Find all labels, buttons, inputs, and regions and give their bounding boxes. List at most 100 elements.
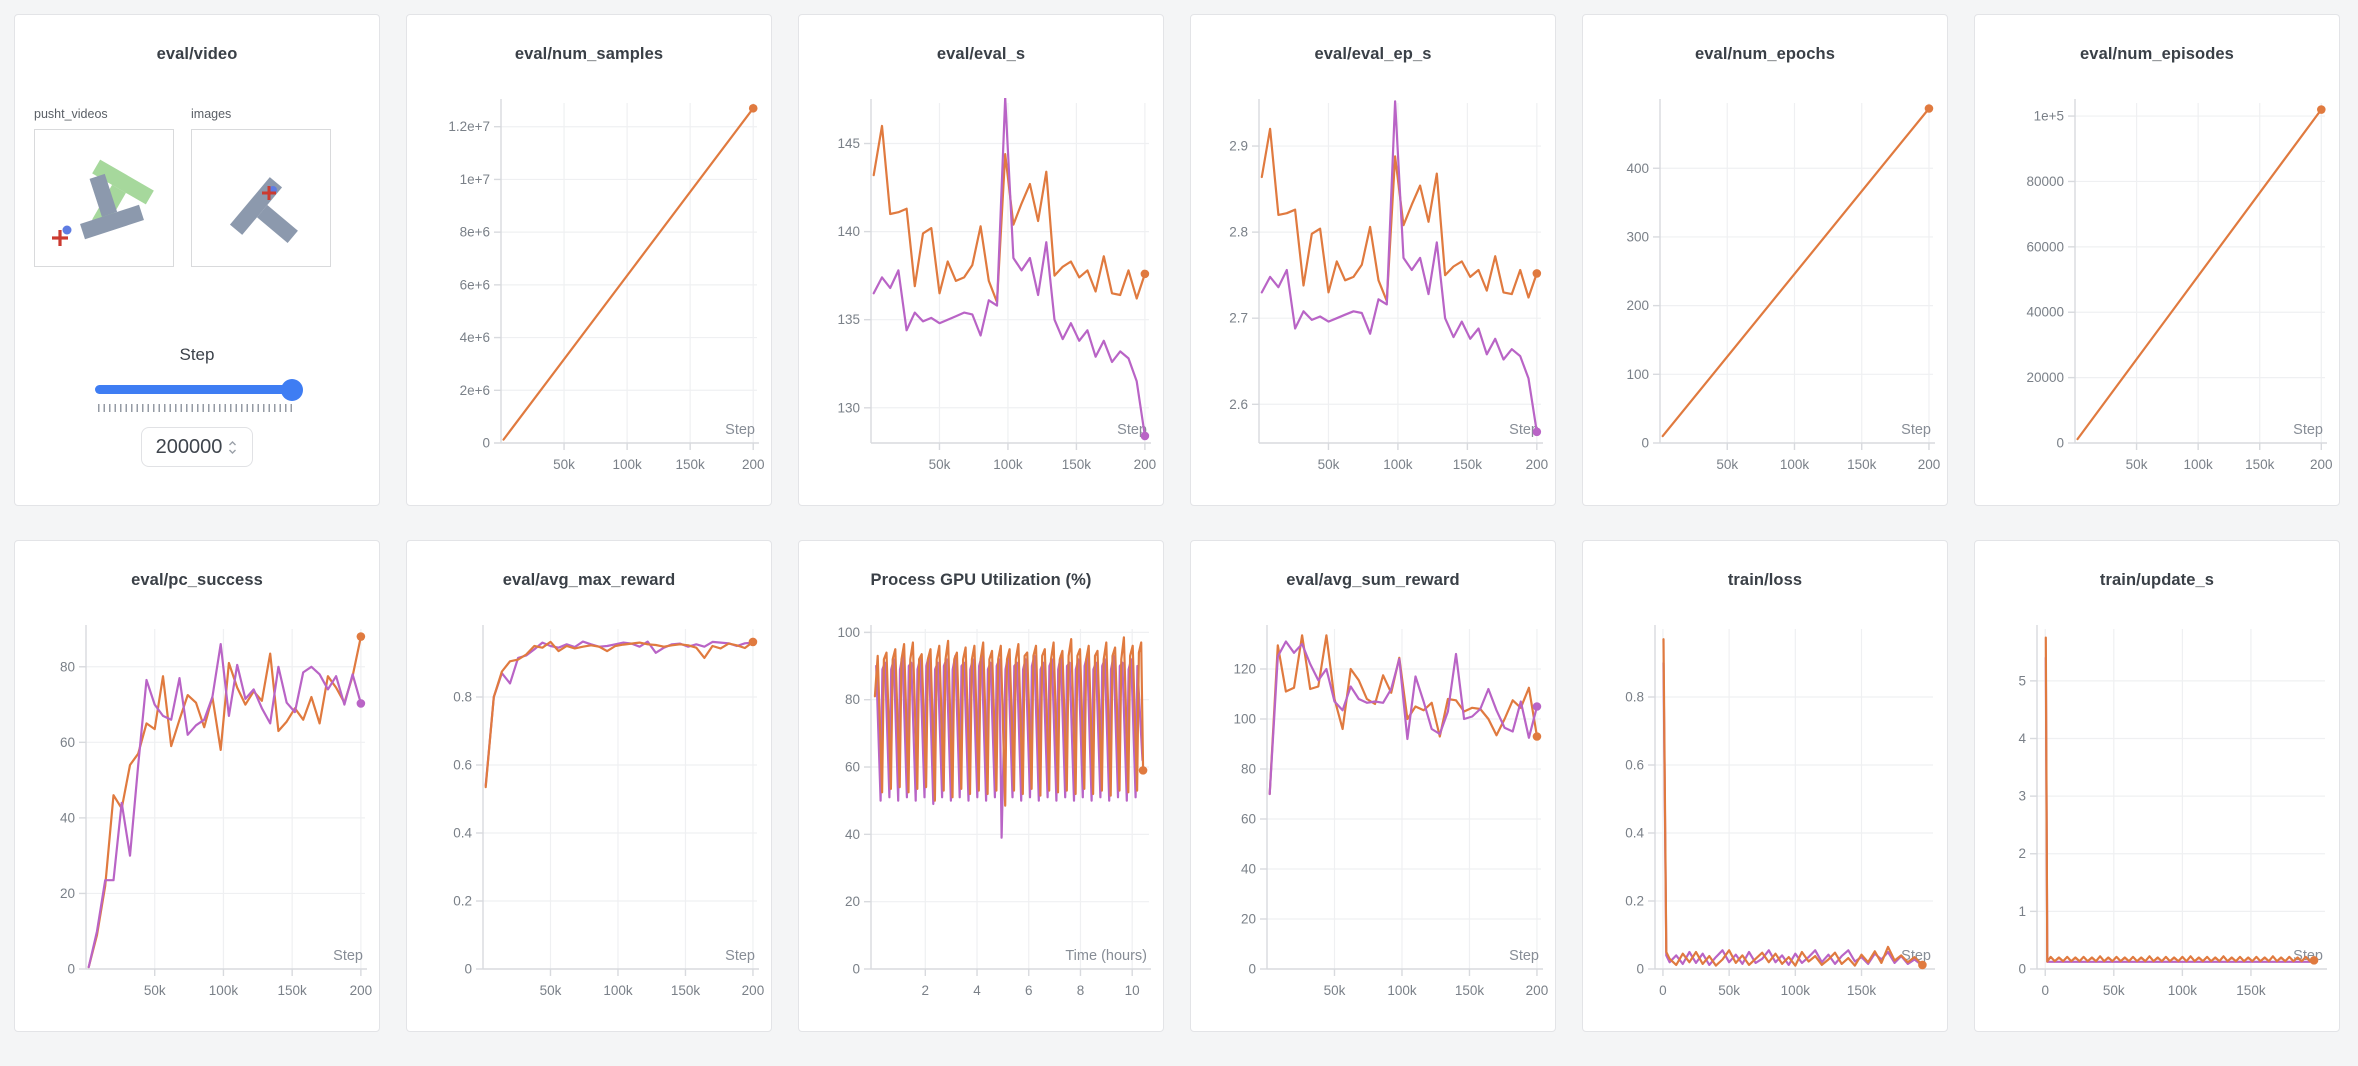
svg-text:100: 100: [1626, 367, 1649, 382]
chart-canvas-pc_success[interactable]: 50k 100k 150k 200 0 20 40 60 80 Step: [15, 603, 379, 1032]
step-value-input[interactable]: 200000: [141, 427, 253, 467]
svg-text:40: 40: [60, 810, 75, 825]
chart-canvas-num_samples[interactable]: 50k 100k 150k 200 0 2e+6 4e+6 6e+6 8e+6 1e+7 1.2e+…: [407, 77, 771, 506]
svg-text:100k: 100k: [209, 983, 239, 998]
chart-train-loss[interactable]: 0 50k 100k 150k 0 0.2 0.4 0.6 0.8 Step: [1583, 603, 1947, 1032]
svg-text:0.8: 0.8: [453, 690, 472, 705]
svg-text:0.4: 0.4: [453, 826, 472, 841]
svg-text:200: 200: [742, 457, 765, 472]
svg-text:100: 100: [837, 625, 860, 640]
image-thumbnail[interactable]: [191, 129, 331, 267]
svg-text:60: 60: [845, 760, 860, 775]
panel-train-loss[interactable]: train/loss 0 50k 100k 150k 0 0.2 0.4 0.6 0.8 Step: [1582, 540, 1948, 1032]
step-slider-label: Step: [179, 345, 215, 364]
panel-eval-num-samples[interactable]: eval/num_samples 50k 100k 150k 200 0 2e+6 4e+6…: [406, 14, 772, 506]
svg-text:150k: 150k: [1453, 457, 1483, 472]
panel-eval-num-epochs[interactable]: eval/num_epochs 50k 100k 150k 200 0 100 200 300…: [1582, 14, 1948, 506]
panel-eval-avg-sum-reward[interactable]: eval/avg_sum_reward 50k 100k 150k 200 0 20 40 6…: [1190, 540, 1556, 1032]
chart-canvas-eval_s[interactable]: 50k 100k 150k 200 130 135 140 145 Step: [799, 77, 1163, 506]
svg-text:150k: 150k: [1455, 983, 1485, 998]
panel-train-update-s[interactable]: train/update_s 0 50k 100k 150k 0 1 2 3 4 5 Step: [1974, 540, 2340, 1032]
chart-canvas-loss[interactable]: 0 50k 100k 150k 0 0.2 0.4 0.6 0.8 Step: [1583, 603, 1947, 1032]
chart-train-update-s[interactable]: 0 50k 100k 150k 0 1 2 3 4 5 Step: [1975, 603, 2339, 1032]
step-value: 200000: [155, 435, 223, 458]
svg-text:150k: 150k: [278, 983, 308, 998]
video-thumbnail-pusht[interactable]: [34, 129, 174, 267]
svg-text:2e+6: 2e+6: [460, 383, 490, 398]
svg-text:80: 80: [1241, 762, 1256, 777]
svg-text:0.6: 0.6: [1625, 758, 1644, 773]
chart-canvas-num_episodes[interactable]: 50k 100k 150k 200 0 20000 40000 60000 80000 1e+5 S…: [1975, 77, 2339, 506]
svg-text:0: 0: [1248, 962, 1256, 977]
chart-eval-eval-ep-s[interactable]: 50k 100k 150k 200 2.6 2.7 2.8 2.9 Step: [1191, 77, 1555, 506]
step-slider[interactable]: [95, 379, 303, 401]
chart-eval-eval-s[interactable]: 50k 100k 150k 200 130 135 140 145 Step: [799, 77, 1163, 506]
panel-eval-pc-success[interactable]: eval/pc_success 50k 100k 150k 200 0 20 40 60 80 S…: [14, 540, 380, 1032]
chart-eval-num-epochs[interactable]: 50k 100k 150k 200 0 100 200 300 400 Step: [1583, 77, 1947, 506]
svg-text:Time (hours): Time (hours): [1065, 948, 1147, 964]
svg-text:3: 3: [2018, 789, 2026, 804]
chart-canvas-eval_ep_s[interactable]: 50k 100k 150k 200 2.6 2.7 2.8 2.9 Step: [1191, 77, 1555, 506]
chart-eval-avg-max-reward[interactable]: 50k 100k 150k 200 0 0.2 0.4 0.6 0.8 Step: [407, 603, 771, 1032]
svg-text:400: 400: [1626, 161, 1649, 176]
svg-text:8: 8: [1077, 983, 1085, 998]
panel-eval-eval-ep-s[interactable]: eval/eval_ep_s 50k 100k 150k 200 2.6 2.7 2.8 2.…: [1190, 14, 1556, 506]
svg-text:Step: Step: [1901, 422, 1931, 438]
chart-eval-num-samples[interactable]: 50k 100k 150k 200 0 2e+6 4e+6 6e+6 8e+6 1e+7 1.2e+…: [407, 77, 771, 506]
svg-text:140: 140: [837, 224, 860, 239]
chart-title: train/loss: [1727, 570, 1803, 589]
svg-text:50k: 50k: [1318, 457, 1340, 472]
svg-text:0: 0: [464, 962, 472, 977]
svg-text:Step: Step: [2293, 422, 2323, 438]
chart-title: train/update_s: [2099, 570, 2215, 589]
chart-gpu-utilization[interactable]: 2 4 6 8 10 0 20 40 60 80 100 Time (hours): [799, 603, 1163, 1032]
svg-text:50k: 50k: [540, 983, 562, 998]
step-slider-track[interactable]: [95, 385, 299, 394]
svg-text:Step: Step: [1901, 948, 1931, 964]
step-slider-ruler: [98, 404, 296, 412]
svg-text:0: 0: [2041, 983, 2049, 998]
chart-canvas-num_epochs[interactable]: 50k 100k 150k 200 0 100 200 300 400 Step: [1583, 77, 1947, 506]
svg-text:150k: 150k: [1062, 457, 1092, 472]
svg-text:2: 2: [922, 983, 930, 998]
spinner-chevrons-icon: [229, 440, 237, 454]
svg-text:60000: 60000: [2026, 239, 2064, 254]
svg-text:100k: 100k: [2168, 983, 2198, 998]
svg-text:0.4: 0.4: [1625, 826, 1644, 841]
svg-text:200: 200: [1626, 298, 1649, 313]
svg-text:200: 200: [1134, 457, 1157, 472]
svg-text:20: 20: [845, 894, 860, 909]
svg-text:Step: Step: [725, 948, 755, 964]
panel-eval-num-episodes[interactable]: eval/num_episodes 50k 100k 150k 200 0 20000 40…: [1974, 14, 2340, 506]
chart-eval-num-episodes[interactable]: 50k 100k 150k 200 0 20000 40000 60000 80000 1e+5 S…: [1975, 77, 2339, 506]
step-spinner[interactable]: [227, 439, 238, 456]
svg-text:100k: 100k: [1780, 457, 1810, 472]
chart-eval-pc-success[interactable]: 50k 100k 150k 200 0 20 40 60 80 Step: [15, 603, 379, 1032]
svg-text:40000: 40000: [2026, 305, 2064, 320]
step-slider-thumb[interactable]: [281, 379, 303, 401]
svg-text:150k: 150k: [671, 983, 701, 998]
svg-text:40: 40: [1241, 862, 1256, 877]
chart-canvas-avg_max_reward[interactable]: 50k 100k 150k 200 0 0.2 0.4 0.6 0.8 Step: [407, 603, 771, 1032]
svg-text:50k: 50k: [2126, 457, 2148, 472]
svg-text:2.8: 2.8: [1229, 225, 1248, 240]
svg-text:0.2: 0.2: [453, 894, 472, 909]
panel-eval-avg-max-reward[interactable]: eval/avg_max_reward 50k 100k 150k 200 0 0.2 0.…: [406, 540, 772, 1032]
panel-eval-video[interactable]: eval/video pusht_videos images: [14, 14, 380, 506]
chart-canvas-avg_sum_reward[interactable]: 50k 100k 150k 200 0 20 40 60 80 100 120 Step: [1191, 603, 1555, 1032]
svg-text:50k: 50k: [929, 457, 951, 472]
svg-text:50k: 50k: [2103, 983, 2125, 998]
panel-eval-eval-s[interactable]: eval/eval_s 50k 100k 150k 200 130 135 140 145 St…: [798, 14, 1164, 506]
svg-text:2.6: 2.6: [1229, 397, 1248, 412]
media-thumbnails: [15, 129, 379, 267]
svg-text:50k: 50k: [144, 983, 166, 998]
svg-text:1.2e+7: 1.2e+7: [448, 119, 490, 134]
svg-text:50k: 50k: [1324, 983, 1346, 998]
panel-gpu-utilization[interactable]: Process GPU Utilization (%) 2 4 6 8 10 0 20 40 6…: [798, 540, 1164, 1032]
svg-text:1e+5: 1e+5: [2034, 109, 2064, 124]
chart-eval-avg-sum-reward[interactable]: 50k 100k 150k 200 0 20 40 60 80 100 120 Step: [1191, 603, 1555, 1032]
svg-text:100: 100: [1233, 712, 1256, 727]
svg-text:60: 60: [1241, 812, 1256, 827]
